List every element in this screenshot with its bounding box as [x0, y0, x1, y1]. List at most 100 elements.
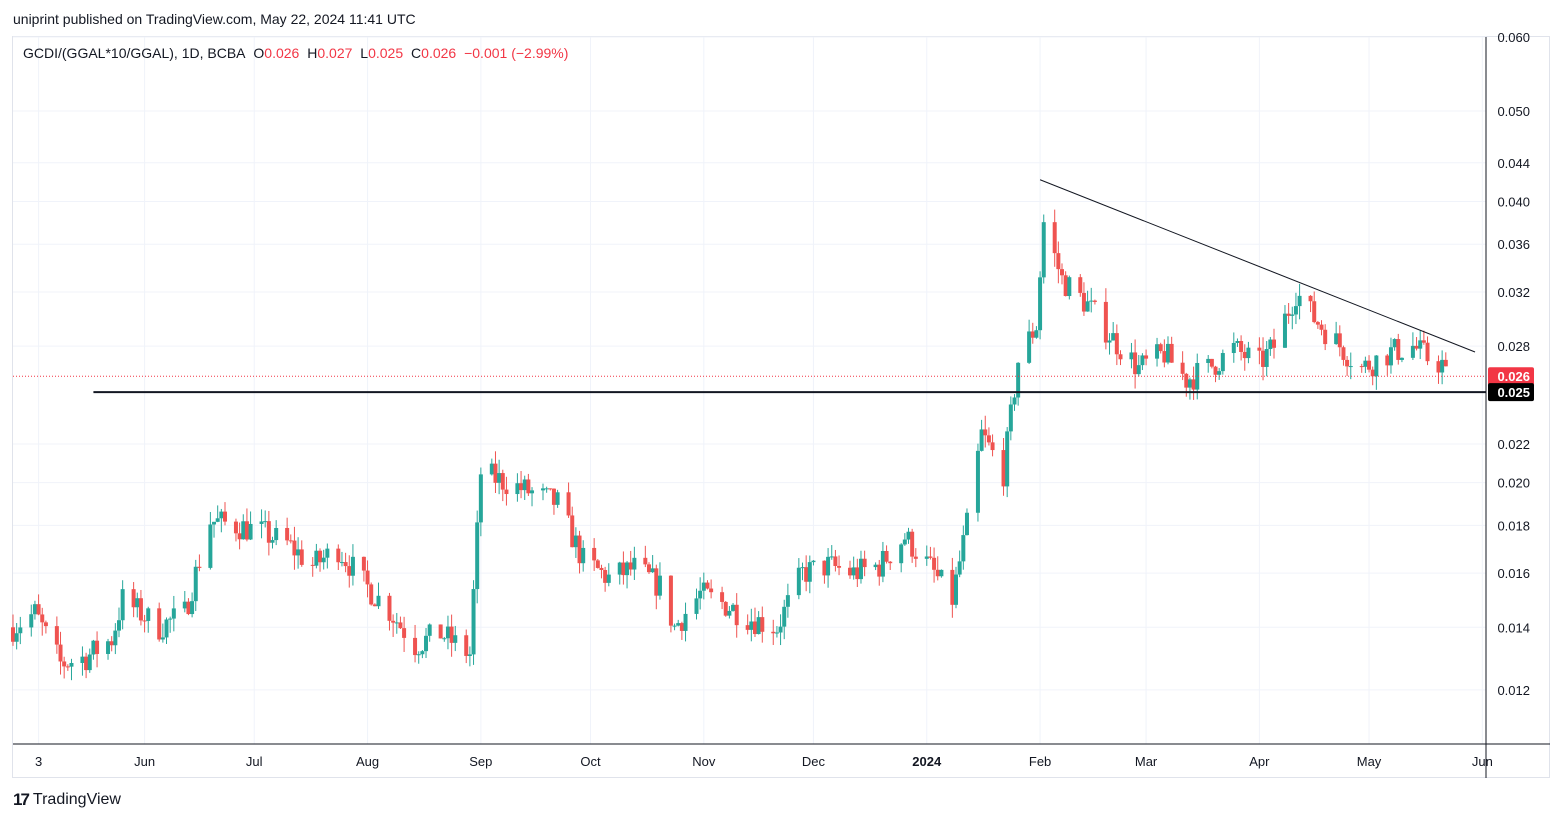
symbol-description[interactable]: GCDI/(GGAL*10/GGAL), 1D, BCBA: [23, 45, 246, 61]
candle-body: [957, 561, 962, 575]
low-label: L: [360, 45, 369, 61]
candle-body: [40, 614, 45, 623]
candle-body: [343, 562, 348, 567]
level-badge: [1488, 383, 1534, 402]
price-tick-label: 0.012: [1497, 683, 1530, 698]
candle-body: [471, 589, 476, 655]
candle-body: [168, 618, 173, 620]
candle-body: [266, 521, 271, 543]
candle-body: [979, 429, 984, 451]
candle-body: [1323, 329, 1328, 345]
candle-body: [1282, 313, 1287, 348]
candle-body: [398, 622, 403, 629]
candle-body: [1085, 301, 1090, 312]
candle-body: [160, 637, 165, 640]
candle-body: [807, 562, 812, 582]
candle-body: [851, 567, 856, 576]
candle-body: [1030, 331, 1035, 338]
candle-body: [361, 556, 366, 571]
tradingview-mark-icon: 17: [13, 790, 30, 809]
candle-body: [32, 604, 37, 615]
candle-body: [54, 626, 59, 645]
candle-body: [310, 564, 315, 566]
candle-body: [1136, 365, 1141, 375]
candle-body: [438, 624, 443, 639]
candle-body: [1133, 352, 1138, 375]
level-badge-label: 0.025: [1497, 385, 1530, 400]
candle-body: [1166, 343, 1171, 363]
candle-body: [745, 625, 750, 630]
candle-body: [1056, 253, 1061, 270]
candle-body: [731, 604, 736, 611]
candle-body: [1297, 295, 1302, 307]
candle-body: [877, 564, 882, 577]
candle-body: [1016, 362, 1021, 398]
candle-body: [413, 637, 418, 656]
candle-body: [720, 592, 725, 602]
candle-body: [621, 562, 626, 576]
price-tick-label: 0.014: [1497, 620, 1530, 635]
candle-body: [497, 473, 502, 483]
date-tick-label: Jun: [1472, 754, 1493, 769]
candle-body: [848, 567, 853, 576]
candle-body: [855, 567, 860, 580]
candle-body: [259, 521, 264, 524]
candle-body: [548, 488, 553, 490]
candle-body: [727, 610, 732, 616]
candle-body: [723, 601, 728, 616]
candle-body: [654, 568, 659, 596]
candle-body: [1140, 355, 1145, 366]
candle-body: [157, 608, 162, 640]
candle-body: [325, 548, 330, 558]
candle-body: [1107, 340, 1112, 343]
candle-body: [453, 635, 458, 643]
candle-body: [1312, 301, 1317, 323]
candle-body: [705, 582, 710, 589]
candle-body: [606, 574, 611, 583]
candle-body: [1206, 358, 1211, 363]
candle-body: [11, 627, 15, 642]
candle-body: [1348, 366, 1353, 368]
candle-body: [14, 633, 19, 642]
candle-body: [248, 523, 253, 540]
candle-body: [954, 574, 959, 605]
candle-body: [1414, 345, 1419, 349]
candle-body: [858, 558, 863, 580]
candle-body: [617, 562, 622, 575]
high-label: H: [307, 45, 318, 61]
candle-body: [913, 556, 918, 559]
close-label: C: [411, 45, 422, 61]
price-tick-label: 0.028: [1497, 339, 1530, 354]
candle-body: [983, 429, 988, 436]
candle-body: [164, 619, 169, 638]
candle-body: [292, 540, 297, 556]
candle-body: [1345, 359, 1350, 367]
candle-body: [628, 562, 633, 570]
date-tick-label: 2024: [912, 754, 942, 769]
candle-body: [193, 566, 198, 602]
candle-body: [595, 560, 600, 568]
candle-body: [504, 489, 509, 495]
candle-body: [603, 570, 608, 583]
last-price-badge-label: 0.026: [1497, 369, 1530, 384]
price-tick-label: 0.040: [1497, 194, 1530, 209]
open-value: 0.026: [264, 45, 300, 61]
candle-body: [241, 521, 246, 540]
candle-body: [910, 531, 915, 557]
candle-body: [1038, 277, 1043, 331]
candle-body: [1443, 359, 1448, 367]
candle-body: [752, 621, 757, 635]
candle-body: [672, 625, 677, 627]
candle-body: [1034, 330, 1039, 338]
tradingview-logo[interactable]: 17 TradingView: [13, 790, 121, 810]
candle-body: [131, 589, 136, 608]
candle-body: [215, 518, 220, 522]
candle-body: [1092, 300, 1097, 302]
date-tick-label: Feb: [1029, 754, 1051, 769]
candle-body: [899, 544, 904, 564]
symbol-legend: GCDI/(GGAL*10/GGAL), 1D, BCBA O0.026 H0.…: [23, 45, 572, 61]
candle-body: [1063, 275, 1068, 297]
candle-body: [274, 527, 279, 541]
candle-body: [1180, 362, 1185, 374]
